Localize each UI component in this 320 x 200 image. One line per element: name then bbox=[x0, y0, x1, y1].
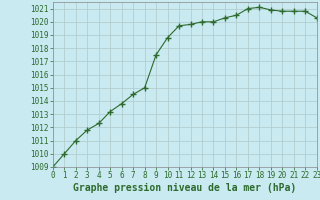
X-axis label: Graphe pression niveau de la mer (hPa): Graphe pression niveau de la mer (hPa) bbox=[73, 183, 296, 193]
